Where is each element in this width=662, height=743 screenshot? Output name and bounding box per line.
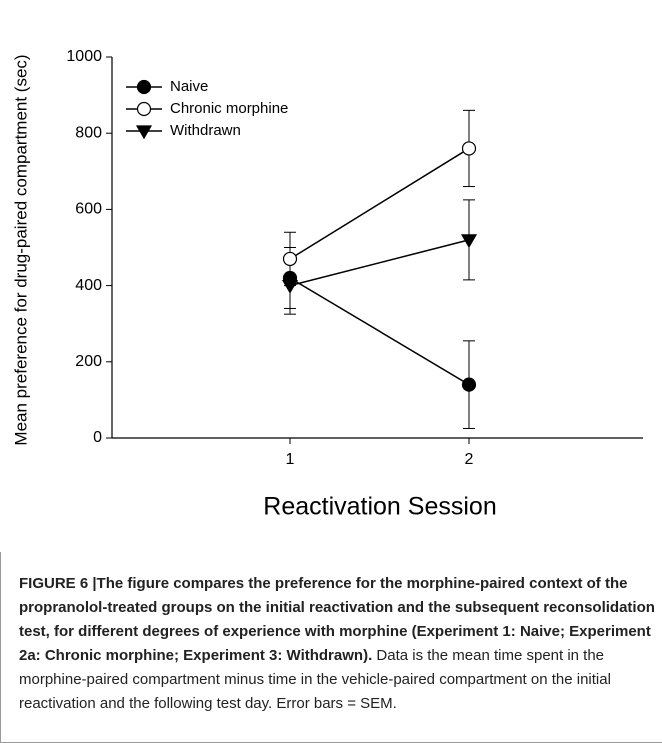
y-tick-label: 600: [75, 201, 102, 218]
legend-label: Withdrawn: [170, 122, 241, 139]
x-tick-label: 1: [286, 451, 295, 468]
x-axis-label: Reactivation Session: [263, 493, 496, 521]
series-line: [289, 239, 470, 287]
marker: [460, 234, 478, 249]
series-line: [289, 277, 470, 386]
marker: [282, 251, 298, 267]
series-line: [289, 147, 470, 260]
marker: [135, 125, 153, 140]
marker: [461, 141, 477, 156]
caption-label: FIGURE 6 |: [19, 575, 97, 592]
legend-label: Naive: [170, 78, 208, 95]
marker: [136, 101, 152, 117]
y-tick-label: 1000: [66, 48, 102, 65]
y-tick-label: 0: [93, 429, 102, 446]
y-axis-label: Mean preference for drug-paired compartm…: [11, 54, 30, 445]
y-tick-label: 200: [75, 353, 102, 370]
marker: [281, 280, 299, 294]
caption-body: Data is the mean time spent in the morph…: [19, 647, 611, 712]
marker: [461, 377, 477, 392]
legend-label: Chronic morphine: [170, 100, 288, 117]
marker: [136, 79, 152, 95]
x-tick-label: 2: [465, 451, 474, 468]
chart: Mean preference for drug-paired compartm…: [11, 48, 643, 521]
y-tick-label: 400: [75, 277, 102, 294]
caption-title: The figure compares the preference for t…: [19, 575, 655, 664]
y-tick-label: 800: [75, 124, 102, 141]
caption: FIGURE 6 |The figure compares the prefer…: [0, 552, 662, 743]
